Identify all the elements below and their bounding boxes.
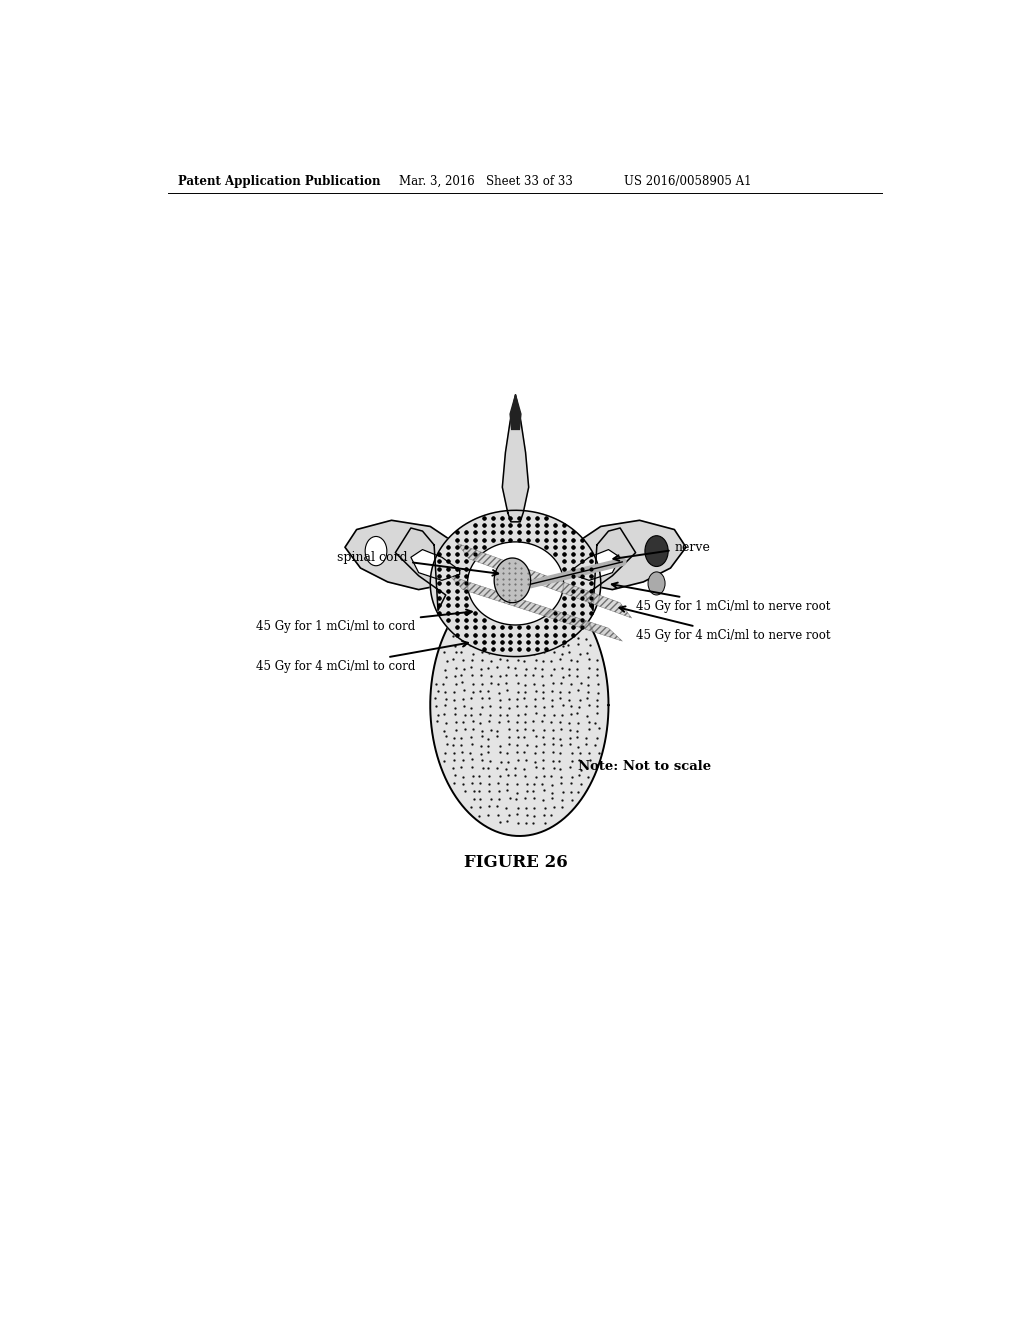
Polygon shape — [345, 520, 469, 590]
Text: spinal cord: spinal cord — [337, 550, 499, 576]
Text: 45 Gy for 1 mCi/ml to nerve root: 45 Gy for 1 mCi/ml to nerve root — [611, 582, 830, 612]
Polygon shape — [586, 528, 636, 610]
Polygon shape — [430, 511, 601, 656]
Ellipse shape — [366, 536, 387, 566]
Text: US 2016/0058905 A1: US 2016/0058905 A1 — [624, 176, 752, 187]
Polygon shape — [510, 395, 521, 429]
Polygon shape — [450, 576, 623, 642]
Text: 45 Gy for 4 mCi/ml to cord: 45 Gy for 4 mCi/ml to cord — [256, 642, 468, 673]
Text: FIGURE 26: FIGURE 26 — [464, 854, 567, 871]
Text: Patent Application Publication: Patent Application Publication — [178, 176, 381, 187]
Polygon shape — [395, 528, 445, 610]
Polygon shape — [562, 520, 686, 590]
Polygon shape — [458, 544, 632, 618]
Polygon shape — [430, 574, 608, 836]
Ellipse shape — [645, 536, 669, 566]
Polygon shape — [467, 543, 563, 624]
Polygon shape — [571, 549, 621, 581]
Polygon shape — [495, 558, 530, 603]
Text: Mar. 3, 2016   Sheet 33 of 33: Mar. 3, 2016 Sheet 33 of 33 — [399, 176, 573, 187]
Ellipse shape — [648, 572, 665, 595]
Text: nerve: nerve — [613, 541, 711, 561]
Polygon shape — [503, 395, 528, 521]
Text: 45 Gy for 1 mCi/ml to cord: 45 Gy for 1 mCi/ml to cord — [256, 610, 472, 634]
Text: 45 Gy for 4 mCi/ml to nerve root: 45 Gy for 4 mCi/ml to nerve root — [620, 606, 830, 643]
Polygon shape — [411, 549, 460, 581]
Text: Note: Not to scale: Note: Not to scale — [578, 760, 711, 774]
